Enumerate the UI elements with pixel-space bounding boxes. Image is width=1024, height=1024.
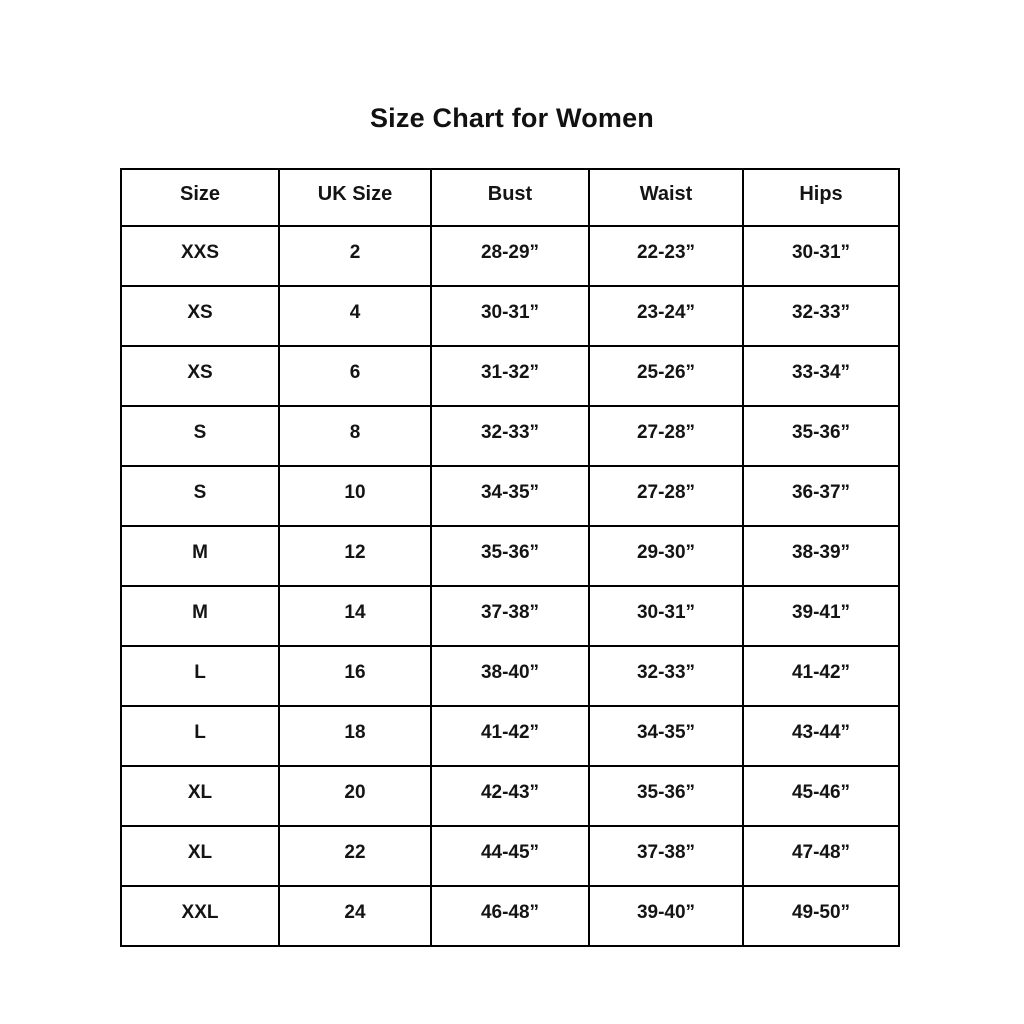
cell-size: L bbox=[120, 645, 280, 707]
cell-bust: 41-42” bbox=[430, 705, 590, 767]
cell-size: M bbox=[120, 525, 280, 587]
cell-waist: 35-36” bbox=[588, 765, 744, 827]
cell-size: XL bbox=[120, 825, 280, 887]
cell-hips: 36-37” bbox=[742, 465, 900, 527]
cell-hips: 49-50” bbox=[742, 885, 900, 947]
cell-bust: 28-29” bbox=[430, 225, 590, 287]
column-header-hips: Hips bbox=[742, 168, 900, 227]
cell-size: S bbox=[120, 405, 280, 467]
cell-hips: 45-46” bbox=[742, 765, 900, 827]
cell-hips: 32-33” bbox=[742, 285, 900, 347]
cell-waist: 34-35” bbox=[588, 705, 744, 767]
cell-uk-size: 10 bbox=[278, 465, 432, 527]
cell-bust: 32-33” bbox=[430, 405, 590, 467]
cell-size: XXS bbox=[120, 225, 280, 287]
table-row: XXS 2 28-29” 22-23” 30-31” bbox=[120, 225, 900, 287]
cell-bust: 42-43” bbox=[430, 765, 590, 827]
cell-uk-size: 14 bbox=[278, 585, 432, 647]
table-row: XL 20 42-43” 35-36” 45-46” bbox=[120, 765, 900, 827]
cell-waist: 30-31” bbox=[588, 585, 744, 647]
cell-bust: 37-38” bbox=[430, 585, 590, 647]
cell-waist: 25-26” bbox=[588, 345, 744, 407]
cell-waist: 37-38” bbox=[588, 825, 744, 887]
cell-waist: 39-40” bbox=[588, 885, 744, 947]
table-row: S 8 32-33” 27-28” 35-36” bbox=[120, 405, 900, 467]
cell-hips: 35-36” bbox=[742, 405, 900, 467]
cell-uk-size: 12 bbox=[278, 525, 432, 587]
table-row: M 14 37-38” 30-31” 39-41” bbox=[120, 585, 900, 647]
cell-uk-size: 24 bbox=[278, 885, 432, 947]
table-row: XL 22 44-45” 37-38” 47-48” bbox=[120, 825, 900, 887]
table-row: L 18 41-42” 34-35” 43-44” bbox=[120, 705, 900, 767]
cell-waist: 27-28” bbox=[588, 405, 744, 467]
table-row: XXL 24 46-48” 39-40” 49-50” bbox=[120, 885, 900, 947]
cell-uk-size: 8 bbox=[278, 405, 432, 467]
header-row: Size UK Size Bust Waist Hips bbox=[120, 168, 900, 227]
cell-bust: 34-35” bbox=[430, 465, 590, 527]
cell-uk-size: 22 bbox=[278, 825, 432, 887]
size-chart-table: Size UK Size Bust Waist Hips XXS 2 28-29… bbox=[120, 168, 900, 947]
cell-hips: 30-31” bbox=[742, 225, 900, 287]
column-header-size: Size bbox=[120, 168, 280, 227]
cell-bust: 38-40” bbox=[430, 645, 590, 707]
table-row: M 12 35-36” 29-30” 38-39” bbox=[120, 525, 900, 587]
table-row: L 16 38-40” 32-33” 41-42” bbox=[120, 645, 900, 707]
cell-uk-size: 20 bbox=[278, 765, 432, 827]
cell-size: XS bbox=[120, 345, 280, 407]
cell-waist: 32-33” bbox=[588, 645, 744, 707]
cell-waist: 27-28” bbox=[588, 465, 744, 527]
cell-uk-size: 6 bbox=[278, 345, 432, 407]
cell-hips: 33-34” bbox=[742, 345, 900, 407]
cell-bust: 30-31” bbox=[430, 285, 590, 347]
cell-uk-size: 18 bbox=[278, 705, 432, 767]
table-row: XS 4 30-31” 23-24” 32-33” bbox=[120, 285, 900, 347]
column-header-bust: Bust bbox=[430, 168, 590, 227]
cell-waist: 23-24” bbox=[588, 285, 744, 347]
cell-size: XL bbox=[120, 765, 280, 827]
column-header-waist: Waist bbox=[588, 168, 744, 227]
cell-uk-size: 16 bbox=[278, 645, 432, 707]
column-header-uk-size: UK Size bbox=[278, 168, 432, 227]
cell-bust: 46-48” bbox=[430, 885, 590, 947]
cell-size: M bbox=[120, 585, 280, 647]
cell-size: S bbox=[120, 465, 280, 527]
cell-size: L bbox=[120, 705, 280, 767]
cell-uk-size: 2 bbox=[278, 225, 432, 287]
cell-hips: 39-41” bbox=[742, 585, 900, 647]
cell-waist: 22-23” bbox=[588, 225, 744, 287]
page-title: Size Chart for Women bbox=[369, 103, 655, 133]
cell-hips: 43-44” bbox=[742, 705, 900, 767]
cell-bust: 35-36” bbox=[430, 525, 590, 587]
cell-uk-size: 4 bbox=[278, 285, 432, 347]
table-row: S 10 34-35” 27-28” 36-37” bbox=[120, 465, 900, 527]
cell-hips: 41-42” bbox=[742, 645, 900, 707]
cell-waist: 29-30” bbox=[588, 525, 744, 587]
cell-bust: 44-45” bbox=[430, 825, 590, 887]
cell-hips: 47-48” bbox=[742, 825, 900, 887]
cell-hips: 38-39” bbox=[742, 525, 900, 587]
table-row: XS 6 31-32” 25-26” 33-34” bbox=[120, 345, 900, 407]
cell-size: XXL bbox=[120, 885, 280, 947]
cell-size: XS bbox=[120, 285, 280, 347]
cell-bust: 31-32” bbox=[430, 345, 590, 407]
